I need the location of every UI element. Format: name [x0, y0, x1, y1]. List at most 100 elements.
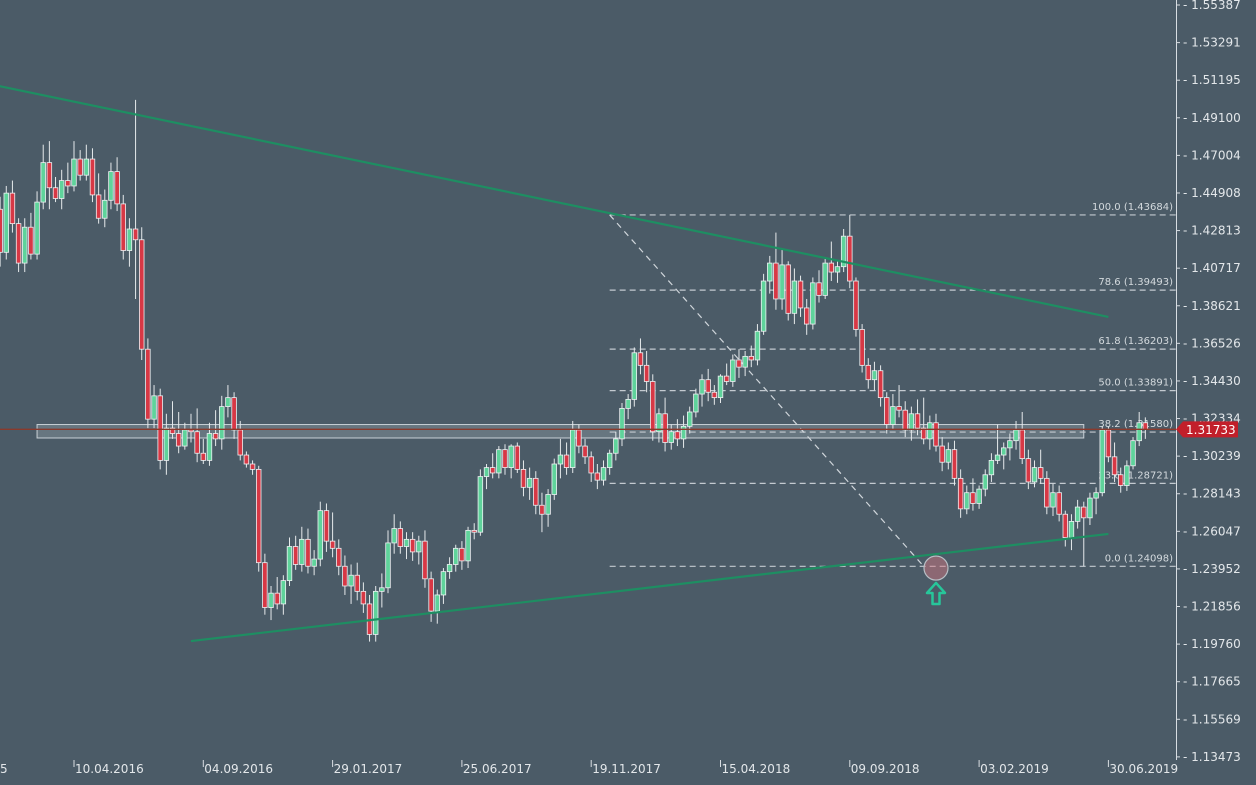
- candle-body-bullish: [656, 413, 662, 433]
- candle: [477, 469, 484, 536]
- candle: [767, 255, 773, 294]
- trendline-lower[interactable]: [190, 532, 1109, 643]
- candle-body-bearish: [723, 375, 730, 382]
- candle-body-bearish: [52, 187, 59, 199]
- candle: [994, 424, 1001, 465]
- candle: [416, 535, 422, 565]
- candle-body-bullish: [742, 355, 748, 368]
- current-price-badge: [1176, 421, 1238, 438]
- time-axis[interactable]: 10.04.2016 04.09.2016 29.01.2017 25.06.2017…: [0, 760, 1178, 776]
- candle: [286, 537, 293, 586]
- candle-body-bearish: [120, 203, 126, 251]
- candle-body-bullish: [1087, 497, 1093, 519]
- candle-body-bullish: [964, 492, 970, 510]
- candle: [674, 419, 681, 447]
- candle: [884, 392, 890, 434]
- candle: [342, 555, 348, 595]
- candle: [360, 582, 367, 613]
- candle-body-bullish: [372, 590, 379, 635]
- candle-body-bullish: [822, 262, 828, 296]
- candle: [336, 539, 342, 576]
- price-axis[interactable]: - 1.55387 - 1.53291 - 1.51195 - 1.49100 - 1.…: [1176, 0, 1241, 764]
- candle-body-bearish: [1118, 474, 1124, 486]
- candle-body-bullish: [730, 359, 736, 382]
- support-zone-layer: [36, 424, 1085, 439]
- candle-body-bullish: [613, 438, 619, 454]
- candle: [539, 492, 545, 533]
- candle-body-bullish: [1099, 429, 1105, 494]
- candle-body-bearish: [539, 504, 545, 515]
- candle: [680, 415, 687, 448]
- candle-body-bearish: [428, 578, 434, 612]
- candle: [422, 530, 428, 588]
- candle-body-bullish: [403, 538, 410, 547]
- candle: [1124, 460, 1130, 491]
- candle-body-bullish: [988, 460, 995, 476]
- candle: [440, 568, 447, 604]
- candle-body-bullish: [299, 538, 305, 565]
- candle-body-bearish: [797, 280, 804, 309]
- candle: [705, 368, 711, 402]
- highlight-circle: [923, 555, 949, 581]
- candle: [711, 385, 718, 405]
- trendline-upper[interactable]: [0, 75, 1109, 318]
- candle-body-bearish: [489, 467, 496, 474]
- candle: [385, 530, 391, 594]
- candle-body-bearish: [1081, 506, 1087, 519]
- candle-body-bearish: [231, 397, 237, 431]
- candle-body-bearish: [157, 395, 163, 461]
- trendlines-layer[interactable]: [0, 75, 1109, 643]
- candle-body-bullish: [1050, 492, 1056, 508]
- candle: [1044, 471, 1050, 515]
- candle: [348, 564, 354, 604]
- x-tick-label: 09.09.2018: [851, 762, 920, 776]
- candle: [1062, 510, 1068, 547]
- candle-body-bearish: [132, 228, 139, 241]
- candle-body-bullish: [945, 449, 952, 463]
- candle: [151, 385, 157, 429]
- candle-body-bearish: [711, 391, 718, 399]
- candle-body-bullish: [557, 454, 564, 465]
- candle: [933, 413, 939, 452]
- candle-body-bullish: [687, 411, 693, 427]
- candle-body-bullish: [83, 158, 90, 176]
- fib-level-label: 50.0 (1.33891): [1098, 378, 1173, 389]
- candle-body-bullish: [1136, 422, 1142, 442]
- candle: [372, 585, 379, 642]
- candle-body-bearish: [1111, 456, 1118, 476]
- candle-body-bearish: [896, 406, 902, 411]
- annotations-layer: [923, 555, 949, 606]
- candle-body-bullish: [600, 467, 607, 481]
- candle-body-bullish: [379, 587, 385, 592]
- candle-body-bullish: [927, 422, 933, 440]
- candle-body-bearish: [200, 452, 206, 461]
- candle-body-bearish: [920, 427, 927, 440]
- candle: [52, 176, 59, 203]
- candle: [489, 453, 496, 479]
- candle: [1007, 433, 1013, 461]
- candle-body-bullish: [71, 158, 77, 187]
- candle: [1001, 442, 1007, 470]
- y-tick-label: - 1.36526: [1183, 336, 1241, 350]
- candle: [397, 521, 404, 554]
- candle: [810, 277, 816, 330]
- candle: [1081, 501, 1087, 567]
- candle: [0, 196, 3, 267]
- support-zone[interactable]: [36, 424, 1085, 439]
- candle-body-bearish: [563, 454, 570, 468]
- candle-body-bearish: [533, 477, 539, 506]
- candle-body-bearish: [305, 538, 311, 567]
- candle: [379, 573, 385, 608]
- candle: [1130, 437, 1136, 470]
- fib-trend-line[interactable]: [609, 214, 925, 567]
- candle-body-bullish: [219, 406, 225, 440]
- candle-body-bullish: [163, 427, 170, 461]
- candle: [317, 501, 323, 567]
- candle: [754, 324, 761, 366]
- candle-body-bearish: [877, 370, 884, 399]
- candle-body-bullish: [58, 180, 65, 199]
- candle-body-bullish: [225, 397, 231, 407]
- candle: [828, 241, 835, 282]
- candle-body-bullish: [908, 413, 915, 431]
